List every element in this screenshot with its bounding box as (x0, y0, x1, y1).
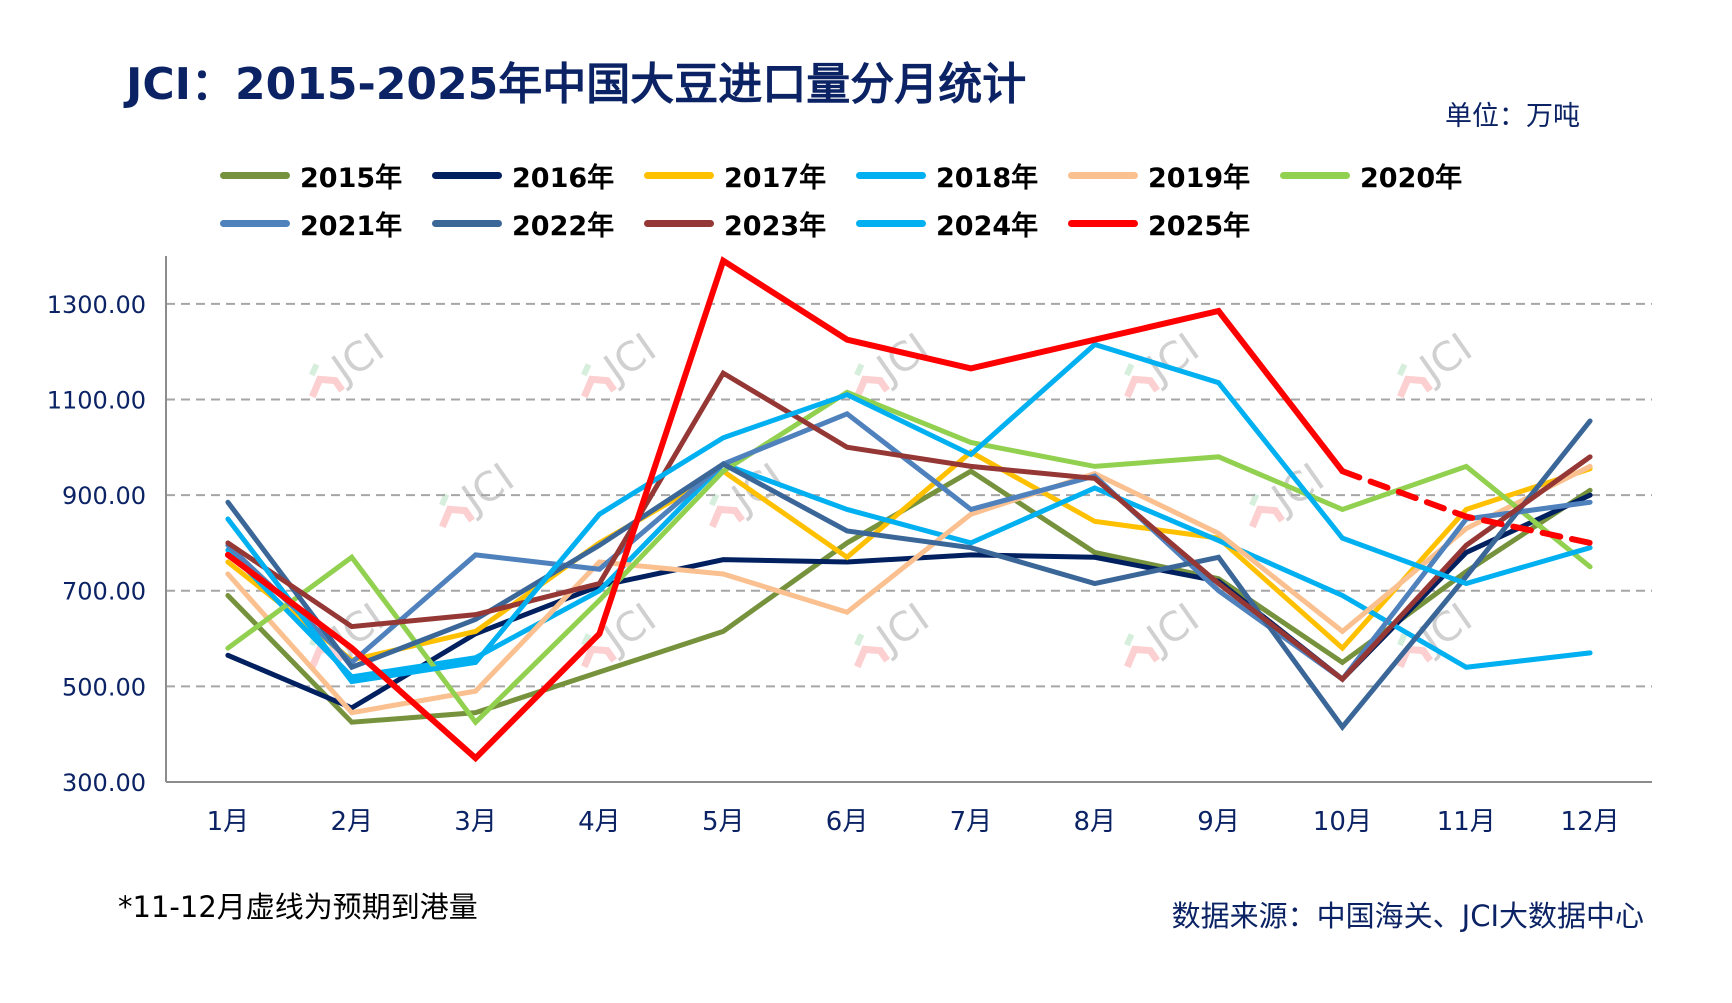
legend-label: 2024年 (936, 210, 1039, 242)
series-2023年 (225, 369, 1593, 683)
legend-label: 2016年 (512, 162, 615, 194)
series-line (225, 341, 1593, 685)
series-line (225, 418, 1593, 732)
gridlines (166, 302, 1652, 688)
legend-swatch (220, 171, 290, 179)
series-line (225, 461, 1593, 680)
legend-item: 2017年 (644, 157, 827, 194)
legend-label: 2019年 (1148, 162, 1251, 194)
legend-item: 2023年 (644, 205, 827, 242)
series-line (225, 410, 1593, 683)
legend-swatch (644, 171, 714, 179)
y-tick-label: 300.00 (62, 769, 146, 797)
legend-swatch (856, 219, 926, 227)
legend-item: 2020年 (1280, 157, 1463, 194)
watermark-logo: JCI (1124, 595, 1208, 669)
series-2020年 (225, 389, 1593, 727)
x-tick-label: 3月 (454, 807, 497, 837)
x-tick-label: 9月 (1197, 807, 1240, 837)
x-tick-label: 12月 (1561, 807, 1620, 837)
legend-item: 2019年 (1068, 157, 1251, 194)
chart-title: JCI：2015-2025年中国大豆进口量分月统计 (126, 59, 1027, 110)
legend-label: 2015年 (300, 162, 403, 194)
legend-label: 2023年 (724, 210, 827, 242)
series-2022年 (225, 418, 1593, 732)
watermark-logo: JCI (1124, 325, 1208, 399)
legend-swatch (432, 219, 502, 227)
legend-swatch (432, 171, 502, 179)
series-line (225, 449, 1593, 663)
x-tick-label: 8月 (1073, 807, 1116, 837)
series-line (225, 389, 1593, 727)
legend-item: 2022年 (432, 205, 615, 242)
legend-item: 2024年 (856, 205, 1039, 242)
unit-label: 单位：万吨 (1445, 101, 1580, 132)
footnote: *11-12月虚线为预期到港量 (118, 890, 478, 924)
legend-swatch (856, 171, 926, 179)
legend-item: 2015年 (220, 157, 403, 194)
legend-label: 2021年 (300, 210, 403, 242)
legend-label: 2022年 (512, 210, 615, 242)
legend-item: 2025年 (1068, 205, 1251, 242)
watermark-logo: JCI (439, 455, 523, 529)
y-tick-label: 1100.00 (47, 386, 146, 414)
series-lines (224, 256, 1594, 763)
watermark-logo: JCI (1397, 325, 1481, 399)
x-tick-label: 10月 (1313, 807, 1372, 837)
series-line (224, 256, 1346, 763)
axes (165, 256, 1652, 783)
y-tick-label: 1300.00 (47, 291, 146, 319)
watermark-logo: JCI (309, 325, 393, 399)
legend-item: 2021年 (220, 205, 403, 242)
series-2018年 (225, 461, 1593, 680)
x-tick-label: 6月 (826, 807, 869, 837)
legend-swatch (1068, 171, 1138, 179)
series-2024年 (225, 341, 1593, 685)
x-tick-label: 2月 (330, 807, 373, 837)
x-tick-label: 11月 (1437, 807, 1496, 837)
x-tick-label: 1月 (207, 807, 250, 837)
series-line (225, 369, 1593, 683)
legend-swatch (1068, 219, 1138, 227)
y-tick-label: 900.00 (62, 482, 146, 510)
legend-label: 2020年 (1360, 162, 1463, 194)
y-tick-label: 500.00 (62, 673, 146, 701)
y-axis-ticks: 300.00 500.00 700.00 900.00 1100.00 1300.00 (47, 291, 146, 797)
watermark-logo: JCI (581, 325, 665, 399)
legend-swatch (220, 219, 290, 227)
legend-item: 2018年 (856, 157, 1039, 194)
legend-swatch (1280, 171, 1350, 179)
legend-label: 2025年 (1148, 210, 1251, 242)
legend-item: 2016年 (432, 157, 615, 194)
x-axis-ticks: 1月 2月 3月 4月 5月 6月 7月 8月 9月 10月 11月 12月 (207, 807, 1620, 837)
x-tick-label: 7月 (950, 807, 993, 837)
series-2025年 (224, 256, 1594, 763)
legend-label: 2017年 (724, 162, 827, 194)
y-tick-label: 700.00 (62, 578, 146, 606)
watermark-logo: JCI (709, 455, 793, 529)
legend-label: 2018年 (936, 162, 1039, 194)
data-source: 数据来源：中国海关、JCI大数据中心 (1171, 899, 1644, 933)
x-tick-label: 5月 (702, 807, 745, 837)
x-tick-label: 4月 (578, 807, 621, 837)
legend-swatch (644, 219, 714, 227)
